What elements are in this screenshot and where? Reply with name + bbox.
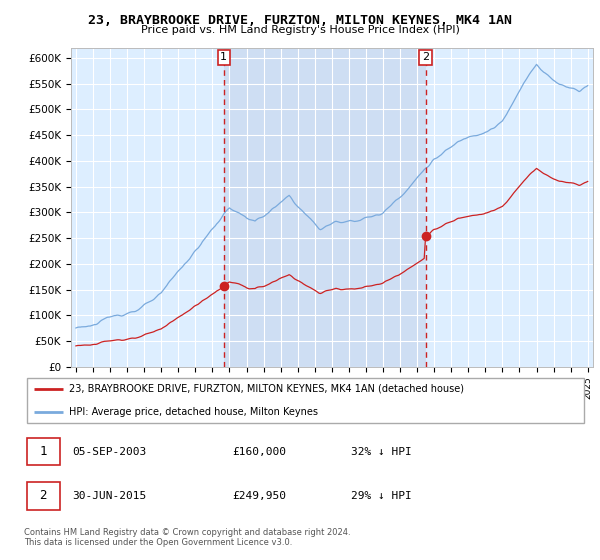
Text: 1: 1	[40, 445, 47, 458]
Text: 29% ↓ HPI: 29% ↓ HPI	[351, 491, 412, 501]
Text: £249,950: £249,950	[233, 491, 287, 501]
Text: Contains HM Land Registry data © Crown copyright and database right 2024.
This d: Contains HM Land Registry data © Crown c…	[24, 528, 350, 547]
Text: £160,000: £160,000	[233, 446, 287, 456]
Text: HPI: Average price, detached house, Milton Keynes: HPI: Average price, detached house, Milt…	[69, 407, 318, 417]
Text: 1: 1	[220, 53, 227, 62]
FancyBboxPatch shape	[27, 378, 584, 423]
Bar	[224, 48, 425, 367]
Text: 23, BRAYBROOKE DRIVE, FURZTON, MILTON KEYNES, MK4 1AN: 23, BRAYBROOKE DRIVE, FURZTON, MILTON KE…	[88, 14, 512, 27]
FancyBboxPatch shape	[27, 482, 59, 510]
Text: 32% ↓ HPI: 32% ↓ HPI	[351, 446, 412, 456]
FancyBboxPatch shape	[27, 438, 59, 465]
Text: 2: 2	[422, 53, 429, 62]
Text: 23, BRAYBROOKE DRIVE, FURZTON, MILTON KEYNES, MK4 1AN (detached house): 23, BRAYBROOKE DRIVE, FURZTON, MILTON KE…	[69, 384, 464, 394]
Text: 30-JUN-2015: 30-JUN-2015	[72, 491, 146, 501]
Text: 2: 2	[40, 489, 47, 502]
Text: 05-SEP-2003: 05-SEP-2003	[72, 446, 146, 456]
Text: Price paid vs. HM Land Registry's House Price Index (HPI): Price paid vs. HM Land Registry's House …	[140, 25, 460, 35]
